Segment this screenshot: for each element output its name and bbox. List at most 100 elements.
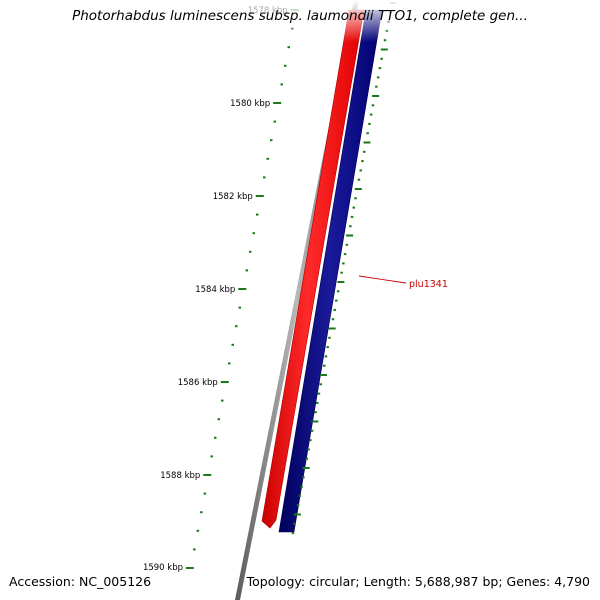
outer-minor-tick: [363, 150, 366, 153]
map-title: Photorhabdus luminescens subsp. laumondi…: [72, 8, 528, 24]
outer-minor-tick: [361, 160, 364, 163]
forward-strand-gene[interactable]: [261, 9, 365, 529]
major-tick: [238, 288, 247, 290]
outer-minor-tick: [296, 504, 300, 507]
ruler-ticks: [185, 2, 397, 569]
outer-minor-tick: [376, 76, 380, 79]
outer-minor-tick: [366, 132, 369, 135]
top-fade: [230, 0, 400, 42]
outer-minor-tick: [323, 364, 326, 367]
outer-major-tick: [380, 48, 388, 51]
ruler-tick-labels: 1578 kbp 1580 kbp 1582 kbp 1584 kbp 1586 kbp…: [143, 6, 288, 573]
outer-minor-tick: [328, 336, 331, 339]
outer-minor-tick: [342, 262, 345, 265]
outer-minor-tick: [316, 401, 319, 404]
outer-major-tick: [311, 420, 319, 423]
minor-tick: [252, 232, 255, 235]
outer-minor-tick: [378, 67, 382, 70]
minor-tick: [270, 139, 273, 142]
major-tick: [255, 195, 264, 197]
major-tick: [203, 474, 212, 476]
outer-minor-tick: [375, 85, 378, 88]
minor-tick: [221, 399, 224, 402]
minor-tick: [235, 325, 238, 328]
minor-tick: [287, 46, 290, 49]
outer-minor-tick: [326, 346, 329, 349]
tick-label: 1584 kbp: [195, 285, 235, 295]
outer-minor-tick: [307, 448, 310, 451]
minor-tick: [193, 548, 196, 551]
major-tick: [220, 381, 229, 383]
tick-label: 1580 kbp: [230, 99, 270, 109]
outer-minor-tick: [314, 411, 317, 414]
minor-tick: [291, 27, 294, 30]
tick-label: 1588 kbp: [160, 471, 200, 481]
outer-minor-tick: [350, 215, 354, 218]
outer-minor-tick: [354, 197, 357, 200]
outer-minor-tick: [359, 169, 362, 172]
major-tick: [290, 9, 299, 11]
outer-minor-tick: [383, 39, 387, 42]
minor-tick: [256, 213, 259, 216]
minor-tick: [249, 250, 252, 253]
outer-minor-tick: [324, 355, 328, 358]
outer-minor-tick: [345, 243, 349, 246]
outer-minor-tick: [357, 178, 361, 181]
outer-minor-tick: [387, 20, 390, 23]
minor-tick: [238, 306, 241, 309]
outer-major-tick: [389, 2, 397, 4]
outer-minor-tick: [371, 104, 375, 107]
tick-label: 1590 kbp: [143, 563, 183, 573]
outer-minor-tick: [385, 29, 389, 32]
outer-major-tick: [337, 281, 345, 283]
outer-minor-tick: [340, 271, 343, 274]
outer-major-tick: [372, 95, 380, 97]
outer-minor-tick: [335, 299, 338, 302]
minor-tick: [214, 436, 217, 439]
outer-major-tick: [328, 327, 336, 330]
gene-label-leader: [358, 275, 407, 284]
genome-summary-label: Topology: circular; Length: 5,688,987 bp…: [246, 574, 590, 589]
minor-tick: [203, 492, 207, 495]
minor-tick: [196, 529, 200, 532]
outer-major-tick: [320, 374, 327, 376]
outer-minor-tick: [317, 392, 321, 395]
outer-minor-tick: [293, 522, 296, 525]
outer-minor-tick: [369, 113, 373, 116]
outer-minor-tick: [300, 485, 303, 488]
minor-tick: [210, 455, 213, 458]
minor-tick: [200, 511, 203, 514]
outer-minor-tick: [352, 206, 355, 209]
outer-major-tick: [363, 141, 371, 144]
outer-minor-tick: [319, 383, 322, 386]
minor-tick: [266, 157, 269, 160]
outer-major-tick: [302, 467, 310, 469]
minor-tick: [273, 120, 276, 123]
outer-minor-tick: [298, 494, 302, 497]
outer-minor-tick: [336, 290, 340, 293]
tick-label: 1586 kbp: [178, 378, 218, 388]
outer-minor-tick: [310, 429, 314, 432]
outer-minor-tick: [309, 439, 312, 442]
outer-minor-tick: [291, 532, 295, 535]
minor-tick: [228, 362, 231, 365]
minor-tick: [231, 343, 234, 346]
outer-minor-tick: [380, 57, 383, 60]
outer-minor-tick: [302, 476, 305, 479]
tick-label: 1578 kbp: [248, 6, 288, 16]
outer-minor-tick: [305, 457, 309, 460]
outer-minor-tick: [389, 11, 392, 14]
outer-minor-tick: [368, 122, 371, 125]
minor-tick: [245, 269, 248, 272]
outer-minor-tick: [331, 318, 335, 321]
outer-minor-tick: [349, 225, 352, 228]
outer-minor-tick: [333, 308, 336, 311]
accession-label: Accession: NC_005126: [9, 574, 152, 589]
minor-tick: [280, 83, 283, 86]
minor-tick: [217, 418, 220, 421]
reverse-strand-gene[interactable]: [278, 9, 383, 533]
tick-label: 1582 kbp: [213, 192, 253, 202]
major-tick: [185, 567, 194, 569]
